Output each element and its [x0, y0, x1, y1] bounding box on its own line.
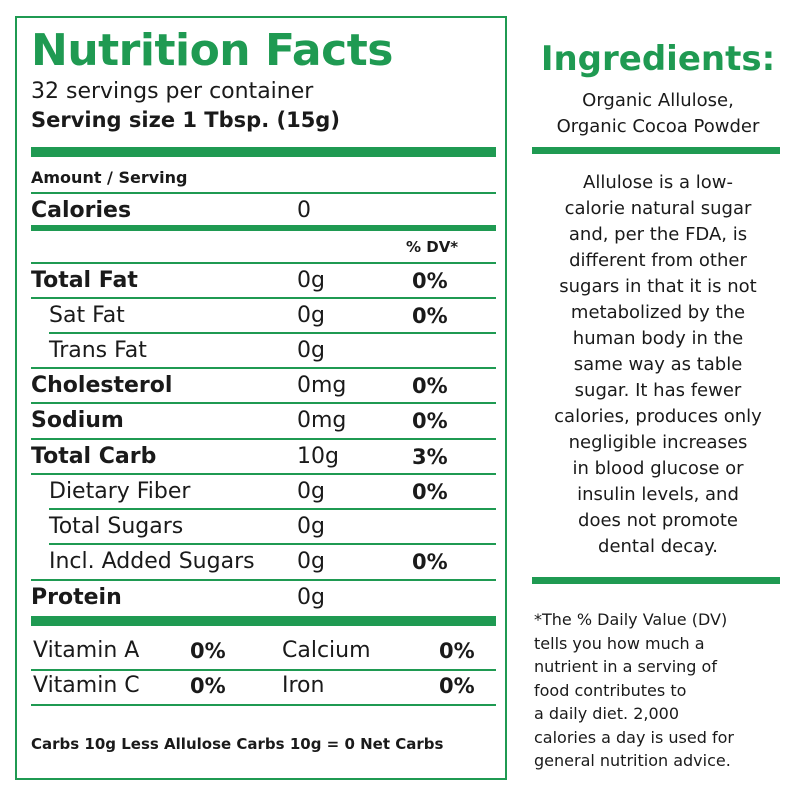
ingredients-list: Organic Allulose, Organic Cocoa Powder: [530, 88, 786, 140]
allulose-line: calorie natural sugar: [564, 198, 752, 219]
nutrient-amount: 10g: [297, 444, 339, 469]
nutrient-name: Trans Fat: [49, 338, 147, 363]
divider: [49, 543, 496, 545]
divider: [31, 473, 496, 475]
nutrient-name: Total Carb: [31, 444, 157, 469]
nutrient-name: Dietary Fiber: [49, 479, 191, 504]
nutrient-amount: 0g: [297, 303, 325, 328]
footnote-line: *The % Daily Value (DV): [534, 610, 728, 629]
allulose-line: calories, produces only: [554, 406, 762, 427]
nutrition-facts-panel: [15, 16, 507, 780]
footnote-line: food contributes to: [534, 680, 687, 700]
nutrient-dv: 0%: [412, 480, 448, 504]
nutrient-name: Sodium: [31, 408, 124, 433]
divider: [31, 297, 496, 299]
nutrient-name: Incl. Added Sugars: [49, 549, 255, 574]
divider: [31, 402, 496, 404]
ingredients-divider: [532, 147, 780, 154]
footnote-line: a daily diet. 2,000: [534, 704, 679, 723]
nutrient-dv: 3%: [412, 445, 448, 469]
servings-per-container: 32 servings per container: [31, 79, 314, 104]
vitamin-name: Vitamin C: [33, 673, 140, 698]
medium-divider: [31, 225, 496, 231]
net-carbs-statement: Carbs 10g Less Allulose Carbs 10g = 0 Ne…: [31, 735, 444, 753]
daily-value-header: % DV*: [406, 238, 459, 256]
nutrient-amount: 0g: [297, 549, 325, 574]
vitamin-dv: 0%: [190, 674, 226, 698]
nutrition-facts-title: Nutrition Facts: [31, 25, 393, 76]
allulose-line: same way as table: [573, 354, 743, 375]
vitamin-name: Vitamin A: [33, 638, 140, 663]
vitamin-dv: 0%: [439, 674, 475, 698]
allulose-line: dental decay.: [598, 536, 718, 557]
nutrient-name: Cholesterol: [31, 373, 173, 398]
allulose-line: Allulose is a low-: [583, 172, 733, 193]
nutrient-dv: 0%: [412, 550, 448, 574]
allulose-line: human body in the: [572, 328, 744, 349]
nutrient-amount: 0g: [297, 338, 325, 363]
nutrient-amount: 0mg: [297, 373, 347, 398]
nutrient-name: Total Fat: [31, 268, 138, 293]
vitamin-name: Calcium: [282, 638, 371, 663]
nutrient-dv: 0%: [412, 304, 448, 328]
serving-size: Serving size 1 Tbsp. (15g): [31, 108, 340, 132]
nutrient-amount: 0g: [297, 585, 325, 610]
nutrient-name: Sat Fat: [49, 303, 125, 328]
calories-value: 0: [297, 198, 311, 223]
allulose-line: different from other: [569, 250, 747, 271]
divider: [49, 508, 496, 510]
divider: [31, 262, 496, 264]
divider: [31, 438, 496, 440]
allulose-info: Allulose is a low- calorie natural sugar…: [530, 170, 786, 560]
calories-label: Calories: [31, 198, 132, 223]
nutrient-name: Total Sugars: [49, 514, 184, 539]
ingredient-line: Organic Cocoa Powder: [556, 116, 760, 137]
allulose-line: negligible increases: [568, 432, 748, 453]
thick-divider-bottom: [31, 616, 496, 626]
vitamin-dv: 0%: [439, 639, 475, 663]
divider: [31, 192, 496, 194]
ingredients-title: Ingredients:: [540, 39, 776, 79]
nutrient-amount: 0mg: [297, 408, 347, 433]
nutrient-name: Protein: [31, 585, 122, 610]
footnote-line: nutrient in a serving of: [534, 657, 717, 676]
nutrient-dv: 0%: [412, 374, 448, 398]
divider: [31, 579, 496, 581]
nutrient-dv: 0%: [412, 269, 448, 293]
ingredient-line: Organic Allulose,: [582, 90, 734, 111]
allulose-line: metabolized by the: [570, 302, 746, 323]
footnote-line: general nutrition advice.: [534, 751, 731, 770]
allulose-line: does not promote: [578, 510, 738, 531]
allulose-line: and, per the FDA, is: [568, 224, 748, 245]
thick-divider-top: [31, 147, 496, 157]
amount-per-serving-header: Amount / Serving: [31, 168, 188, 187]
nutrient-dv: 0%: [412, 409, 448, 433]
divider: [49, 332, 496, 334]
nutrient-amount: 0g: [297, 514, 325, 539]
daily-value-footnote: *The % Daily Value (DV) tells you how mu…: [534, 608, 784, 773]
footnote-line: tells you how much a: [534, 633, 705, 653]
allulose-line: in blood glucose or: [572, 458, 744, 479]
vitamin-dv: 0%: [190, 639, 226, 663]
allulose-divider: [532, 577, 780, 584]
footnote-line: calories a day is used for: [534, 727, 734, 747]
allulose-line: sugar. It has fewer: [574, 380, 742, 401]
allulose-line: insulin levels, and: [577, 484, 739, 505]
allulose-line: sugars in that it is not: [559, 276, 757, 297]
divider: [31, 704, 496, 706]
nutrient-amount: 0g: [297, 479, 325, 504]
vitamin-name: Iron: [282, 673, 325, 698]
divider: [31, 669, 496, 671]
nutrient-amount: 0g: [297, 268, 325, 293]
divider: [31, 367, 496, 369]
